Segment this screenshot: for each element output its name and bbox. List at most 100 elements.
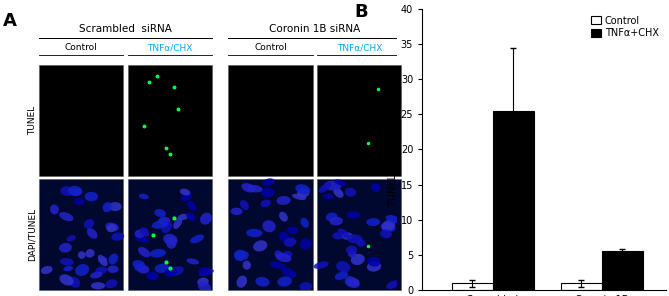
Y-axis label: TUNEL positive cell (%): TUNEL positive cell (%) [388,93,398,206]
Ellipse shape [278,276,292,287]
Ellipse shape [351,254,365,265]
Ellipse shape [169,266,184,276]
Ellipse shape [345,188,356,197]
Ellipse shape [59,212,74,221]
Ellipse shape [253,240,268,252]
Ellipse shape [163,234,178,245]
Ellipse shape [284,237,296,247]
Bar [561,283,601,290]
Ellipse shape [282,268,296,278]
Ellipse shape [367,257,381,267]
Ellipse shape [381,223,396,232]
Bar [492,111,534,290]
Ellipse shape [187,201,196,211]
Ellipse shape [246,229,262,237]
Ellipse shape [173,218,182,229]
Ellipse shape [333,188,344,198]
Ellipse shape [132,260,145,269]
Ellipse shape [287,226,298,234]
Ellipse shape [345,278,360,288]
Ellipse shape [347,211,360,219]
Ellipse shape [90,272,102,279]
Ellipse shape [181,193,193,201]
Ellipse shape [334,179,346,186]
Ellipse shape [256,277,270,287]
Ellipse shape [385,215,400,223]
Ellipse shape [108,254,118,265]
Ellipse shape [69,277,80,288]
Ellipse shape [338,229,349,238]
Ellipse shape [198,282,211,292]
Ellipse shape [60,274,74,286]
Ellipse shape [155,264,169,273]
Ellipse shape [243,261,251,270]
Ellipse shape [346,276,356,284]
Ellipse shape [199,267,211,276]
Ellipse shape [242,183,256,193]
Text: Control: Control [64,44,97,52]
Ellipse shape [96,267,107,274]
Ellipse shape [295,184,310,194]
Ellipse shape [381,220,395,231]
Ellipse shape [134,236,149,242]
Ellipse shape [270,261,286,269]
Ellipse shape [262,178,275,186]
Ellipse shape [279,212,288,222]
Bar [452,283,492,290]
Ellipse shape [165,267,177,277]
Ellipse shape [260,200,271,207]
Ellipse shape [318,183,331,193]
Ellipse shape [187,258,199,265]
Ellipse shape [155,209,166,217]
Ellipse shape [334,271,348,280]
Ellipse shape [282,251,292,258]
Ellipse shape [297,188,310,198]
Ellipse shape [231,207,243,215]
Ellipse shape [262,220,276,232]
Ellipse shape [367,261,381,272]
Text: TNFα/CHX: TNFα/CHX [147,44,193,52]
Ellipse shape [274,250,283,259]
Ellipse shape [134,229,145,238]
Ellipse shape [237,276,247,288]
Ellipse shape [64,266,73,271]
Text: TNFα/CHX: TNFα/CHX [337,44,382,52]
Bar [228,65,312,176]
Ellipse shape [111,232,124,241]
Ellipse shape [342,232,353,240]
Ellipse shape [199,269,214,276]
Ellipse shape [102,202,112,212]
Ellipse shape [234,251,249,261]
Text: A: A [3,12,17,30]
Ellipse shape [276,253,292,262]
Ellipse shape [91,282,105,289]
Ellipse shape [348,249,357,258]
Ellipse shape [134,264,145,271]
Ellipse shape [326,213,338,221]
Bar [228,179,312,290]
Ellipse shape [329,217,343,225]
Ellipse shape [87,228,98,239]
Bar [317,65,401,176]
Ellipse shape [380,229,392,238]
Ellipse shape [59,243,72,252]
Ellipse shape [332,232,344,239]
Ellipse shape [159,217,170,225]
Ellipse shape [150,249,166,258]
Ellipse shape [137,265,149,274]
Ellipse shape [347,234,363,244]
Text: B: B [354,3,367,21]
Ellipse shape [346,246,357,254]
Bar [317,179,401,290]
Ellipse shape [357,239,365,247]
Ellipse shape [138,247,151,257]
Ellipse shape [322,194,334,199]
Ellipse shape [261,188,274,197]
Ellipse shape [72,189,82,196]
Ellipse shape [108,266,118,273]
Ellipse shape [108,202,122,211]
Ellipse shape [85,192,98,201]
Ellipse shape [371,183,381,192]
Text: Scrambled  siRNA: Scrambled siRNA [79,24,172,34]
Ellipse shape [106,224,116,232]
